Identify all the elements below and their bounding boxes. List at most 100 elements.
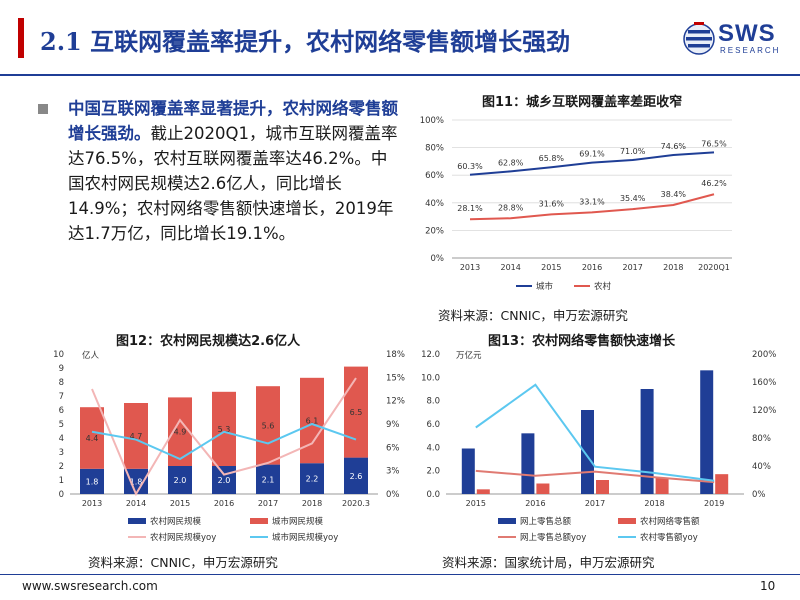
chart12-bar-rural: [168, 466, 192, 494]
chart13-bar-total: [640, 389, 654, 494]
chart11-data-label: 74.6%: [661, 142, 687, 151]
chart12-xtick-label: 2014: [126, 499, 146, 508]
logo-subtext: RESEARCH: [720, 46, 781, 55]
title-accent-bar: [18, 18, 24, 58]
chart11-data-label: 31.6%: [539, 199, 565, 208]
chart12-ytick-left: 2: [59, 462, 64, 472]
chart12-yoy-line-urban: [91, 422, 357, 461]
chart11-xtick-label: 2020Q1: [698, 263, 730, 272]
chart12-bar-urban: [212, 391, 236, 466]
chart12-legend-label: 城市网民规模yoy: [272, 532, 338, 543]
chart11-xtick-label: 2018: [663, 263, 683, 272]
chart12-xtick-label: 2015: [170, 499, 190, 508]
chart12-data-label-urban: 6.1: [306, 417, 319, 426]
logo-globe-icon: [683, 22, 715, 55]
chart11-plot: 0% 20% 40% 60% 80% 100% 2013 2014 2015 2016 2017 20…: [420, 116, 732, 292]
bullet-bold-lead: 中国互联网覆盖率显著提升，农村网络零售额增长强劲。: [68, 99, 398, 143]
chart13-bar-total: [581, 410, 594, 494]
chart12-ytick-right: 15%: [386, 373, 405, 383]
chart11-ytick-label: 80%: [425, 144, 444, 154]
chart11-data-label: 62.8%: [498, 158, 524, 167]
chart11-data-label: 76.5%: [701, 139, 727, 148]
chart13-ytick-left: 6.0: [426, 420, 440, 430]
footer-url: www.swsresearch.com: [22, 579, 158, 593]
chart13-ytick-right: 200%: [752, 350, 776, 360]
chart12-bar-urban: [300, 377, 324, 464]
chart13-yoy-line-rural: [475, 383, 715, 482]
chart12-legend-label: 城市网民规模: [272, 516, 324, 527]
chart13-legend-label: 网上零售总额: [520, 516, 572, 527]
chart12-ytick-right: 9%: [386, 420, 400, 430]
chart11-series-line-urban: [469, 151, 715, 176]
chart11-data-label: 28.1%: [457, 204, 483, 213]
page-title: 2.1 互联网覆盖率提升，农村网络零售额增长强劲: [40, 27, 571, 56]
title-divider: [0, 74, 800, 76]
chart12-bar-urban: [80, 407, 104, 469]
chart12-legend-swatch: [250, 518, 268, 524]
chart12-data-label-rural: 2.0: [218, 476, 231, 485]
chart11-data-label: 38.4%: [661, 190, 687, 199]
chart13-xtick-label: 2017: [585, 499, 605, 508]
chart11-ytick-label: 100%: [420, 116, 444, 126]
chart11-xtick-label: 2013: [460, 263, 480, 272]
chart13-unit-label: 万亿元: [456, 350, 482, 361]
chart12-xtick-label: 2018: [302, 499, 322, 508]
chart11-data-label: 71.0%: [620, 147, 646, 156]
chart12-ytick-right: 6%: [386, 443, 400, 453]
bullet-body: 中国互联网覆盖率显著提升，农村网络零售额增长强劲。截止2020Q1，城市互联网覆…: [68, 96, 400, 246]
chart12-xtick-label: 2016: [214, 499, 234, 508]
chart13-bar-rural: [536, 483, 550, 494]
chart13-legend-swatch: [618, 518, 636, 524]
chart12-ytick-left: 8: [59, 378, 64, 388]
chart13-ytick-left: 8.0: [426, 397, 440, 407]
chart13-legend-label: 农村网络零售额: [640, 516, 700, 527]
chart12-data-label-rural: 1.8: [86, 477, 99, 486]
chart13-plot: 万亿元 0.0 2.0 4.0 6.0 8.0 10.0 12.0 0% 40% 80% 120% 16…: [421, 350, 776, 543]
chart12-ytick-left: 5: [59, 420, 64, 430]
chart12-bar-rural: [344, 457, 368, 494]
chart13-bar-total: [700, 370, 714, 494]
chart13-xtick-label: 2018: [644, 499, 664, 508]
chart12-ytick-left: 0: [59, 490, 64, 500]
chart13-ytick-left: 4.0: [426, 443, 440, 453]
chart12-data-label-rural: 2.2: [306, 475, 319, 484]
chart12-bar-rural: [80, 468, 104, 494]
chart11-legend-label: 农村: [594, 281, 612, 292]
chart11-data-label: 65.8%: [539, 154, 565, 163]
chart13-ytick-right: 120%: [752, 406, 776, 416]
chart12-bar-rural: [256, 464, 280, 494]
chart13-bar-rural: [715, 474, 729, 494]
chart12-ytick-left: 10: [53, 350, 64, 360]
chart11-xtick-label: 2017: [622, 263, 642, 272]
chart11-ytick-label: 40%: [425, 199, 444, 209]
chart13-ytick-left: 0.0: [426, 490, 440, 500]
chart12-title: 图12：农村网民规模达2.6亿人: [116, 334, 301, 349]
chart13-ytick-right: 160%: [752, 378, 776, 388]
chart11-data-label: 35.4%: [620, 194, 646, 203]
chart13-ytick-right: 0%: [752, 490, 766, 500]
chart12-ytick-left: 1: [59, 476, 64, 486]
chart12-source: 资料来源：CNNIC，申万宏源研究: [88, 555, 278, 570]
chart12-data-label-urban: 4.4: [86, 434, 99, 443]
chart12-xtick-label: 2013: [82, 499, 102, 508]
chart13-ytick-right: 40%: [752, 462, 771, 472]
chart13-ytick-left: 10.0: [421, 373, 440, 383]
chart11-xtick-label: 2014: [500, 263, 520, 272]
chart11-data-label: 28.8%: [498, 203, 524, 212]
chart12-ytick-right: 3%: [386, 467, 400, 477]
chart11-legend-label: 城市: [536, 281, 554, 292]
chart13-bar-total: [521, 433, 535, 494]
chart12-data-label-urban: 6.5: [350, 408, 363, 417]
logo-text: SWS: [718, 20, 776, 47]
chart13-title: 图13：农村网络零售额快速增长: [488, 334, 676, 349]
chart11-data-label: 33.1%: [579, 197, 605, 206]
chart12-ytick-right: 12%: [386, 397, 405, 407]
chart13-ytick-left: 2.0: [426, 467, 440, 477]
chart12-data-label-rural: 2.0: [174, 476, 187, 485]
chart12-data-label-urban: 4.9: [174, 428, 187, 437]
chart13-yoy-line-total: [475, 469, 715, 484]
title-bar: 2.1 互联网覆盖率提升，农村网络零售额增长强劲 SWS RESEARCH: [0, 0, 800, 72]
chart13-bar-rural: [596, 480, 609, 494]
chart12-data-label-rural: 2.1: [262, 475, 275, 484]
chart12-bar-rural: [300, 463, 324, 494]
